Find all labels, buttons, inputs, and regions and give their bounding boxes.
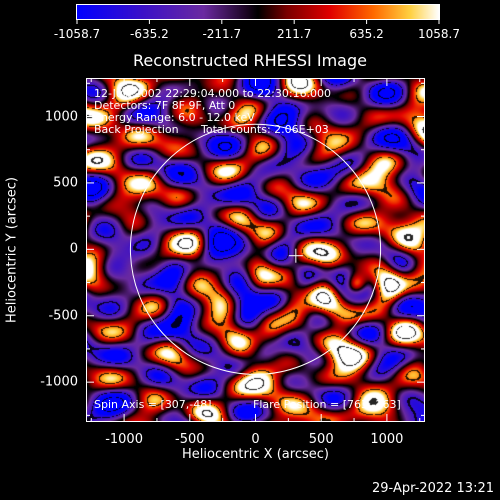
plot-area: [86, 78, 425, 422]
x-tick-label: 500: [308, 432, 334, 447]
x-tick-label: 1000: [370, 432, 404, 447]
solar-limb-circle: [129, 123, 382, 375]
plot-title: Reconstructed RHESSI Image: [133, 51, 367, 70]
colorbar-tick-marks: [76, 20, 440, 24]
total-counts-text: Total counts: 2.06E+03: [201, 123, 329, 136]
x-tick-label: 0: [251, 432, 260, 447]
detectors-text: Detectors: 7F 8F 9F, Att 0: [94, 99, 236, 112]
colorbar-tick-label: -635.2: [130, 27, 169, 41]
x-tick-label: -1000: [105, 432, 143, 447]
colorbar-tick-label: 211.7: [277, 27, 312, 41]
flare-position-text: Flare Position = [763,-263]: [253, 398, 401, 411]
x-axis-label: Heliocentric X (arcsec): [182, 447, 329, 462]
y-tick-label: 1000: [44, 109, 78, 125]
spin-axis-text: Spin Axis = [307,-48]: [94, 398, 212, 411]
time-range-text: 12-Jun-2002 22:29:04.000 to 22:30:16.000: [94, 87, 332, 100]
colorbar-tick-label: 635.2: [349, 27, 384, 41]
colorbar-tick-label: 1058.7: [418, 27, 460, 41]
energy-range-text: Energy Range: 6.0 - 12.0 keV: [94, 111, 255, 124]
y-tick-label: -500: [48, 308, 78, 324]
rhessi-heatmap: [87, 79, 424, 421]
timestamp: 29-Apr-2022 13:21: [372, 481, 494, 496]
x-tick-label: -500: [175, 432, 205, 447]
axis-tick-marks: [86, 78, 425, 422]
y-tick-label: -1000: [40, 374, 78, 390]
colorbar: [76, 4, 440, 20]
y-axis-label: Heliocentric Y (arcsec): [4, 177, 20, 323]
method-text: Back Projection: [94, 123, 179, 136]
y-tick-label: 500: [53, 175, 78, 191]
colorbar-tick-label: -211.7: [202, 27, 242, 41]
colorbar-tick-label: -1058.7: [53, 27, 101, 41]
spin-axis-cross-icon: [288, 248, 303, 263]
y-tick-label: 0: [69, 241, 78, 257]
